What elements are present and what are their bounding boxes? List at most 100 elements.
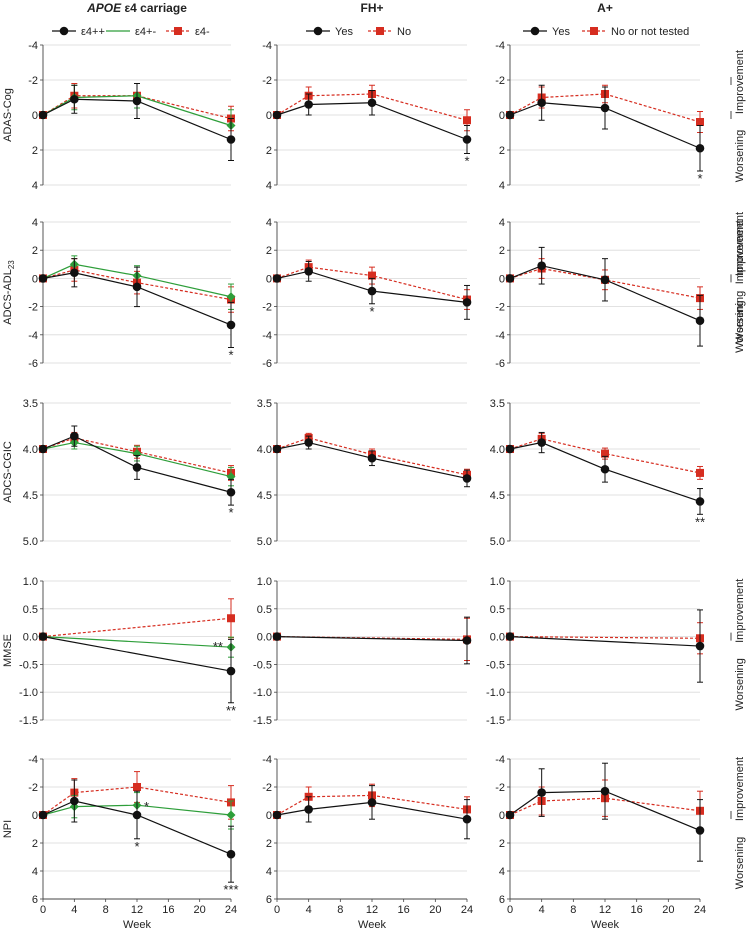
data-point xyxy=(304,438,313,447)
legend-marker xyxy=(376,27,384,35)
data-point xyxy=(367,453,377,463)
y-axis-label: NPI xyxy=(2,820,14,838)
significance-label: * xyxy=(464,154,469,169)
x-tick-label: 16 xyxy=(398,904,410,916)
legend-marker xyxy=(590,27,598,35)
y-tick-label: -4 xyxy=(28,330,38,342)
data-point xyxy=(505,274,515,283)
y-tick-label: -6 xyxy=(495,358,505,370)
chart-panel: -1.5 -1.0 -0.5 0.0 0.5 1.0 xyxy=(486,576,705,727)
legend-label: ε4- xyxy=(195,26,210,38)
column-title-text: FH+ xyxy=(360,1,383,15)
data-point xyxy=(600,786,610,796)
x-tick-label: 0 xyxy=(507,904,513,916)
data-point xyxy=(601,449,609,458)
series: ** xyxy=(505,431,705,529)
y-tick-label: -1.5 xyxy=(486,715,505,727)
series-line xyxy=(42,636,232,672)
data-point xyxy=(537,98,546,108)
series: * xyxy=(38,258,236,362)
data-point xyxy=(537,261,546,271)
y-tick-label: 6 xyxy=(266,894,272,906)
significance-label: ** xyxy=(213,639,223,654)
x-tick-label: 20 xyxy=(194,904,206,916)
chart-panel: 3.5 4.0 4.5 5.0 * xyxy=(23,398,236,548)
data-point xyxy=(132,96,142,106)
y-tick-label: 3.5 xyxy=(490,398,505,410)
data-point xyxy=(695,641,705,651)
x-tick-label: 8 xyxy=(103,904,109,916)
data-point xyxy=(462,135,472,144)
data-point xyxy=(695,143,705,153)
data-point xyxy=(463,116,471,125)
y-tick-label: 4 xyxy=(266,866,272,878)
series-line xyxy=(42,98,232,141)
data-point xyxy=(304,267,313,276)
y-tick-label: -2 xyxy=(495,782,505,794)
y-tick-label: 4.5 xyxy=(257,490,272,502)
chart-panel: 3.5 4.0 4.5 5.0 xyxy=(257,398,472,548)
x-tick-label: 24 xyxy=(694,904,706,916)
series: * xyxy=(272,90,472,169)
series xyxy=(505,246,705,347)
y-tick-label: -1.0 xyxy=(253,687,272,699)
y-tick-label: 0 xyxy=(499,810,505,822)
y-tick-label: -2 xyxy=(28,302,38,314)
data-point xyxy=(505,632,515,641)
legend-entry: Yes xyxy=(306,26,353,38)
data-point xyxy=(226,487,236,497)
chart-panel: 3.5 4.0 4.5 5.0 ** xyxy=(490,398,705,548)
y-tick-label: 4 xyxy=(32,866,38,878)
y-axis-label-text: MMSE xyxy=(2,634,14,667)
legend-marker xyxy=(59,26,69,36)
x-tick-label: 24 xyxy=(225,904,237,916)
data-point xyxy=(272,632,282,641)
series-line xyxy=(509,797,701,816)
data-point xyxy=(537,788,546,797)
side-label-worsening: Worsening xyxy=(734,301,746,353)
column-title-text: ε4 carriage xyxy=(121,1,187,15)
data-point xyxy=(226,472,236,482)
y-axis-label-text: ADCS-ADL xyxy=(2,269,14,325)
y-tick-label: -4 xyxy=(262,754,272,766)
y-tick-label: -4 xyxy=(495,754,505,766)
series-line xyxy=(42,804,232,816)
y-tick-label: -0.5 xyxy=(486,659,505,671)
data-point xyxy=(367,798,377,807)
series: * xyxy=(505,84,705,186)
data-point xyxy=(132,282,142,292)
legend-label: No xyxy=(397,26,411,38)
series xyxy=(505,762,705,862)
legend-entry: ε4- xyxy=(166,26,210,38)
y-tick-label: 2 xyxy=(266,245,272,257)
y-tick-label: 0.0 xyxy=(23,632,38,644)
data-point xyxy=(70,268,79,278)
y-tick-label: 0.5 xyxy=(490,604,505,616)
data-point xyxy=(133,783,141,791)
legend-marker xyxy=(530,26,540,36)
x-tick-label: 12 xyxy=(366,904,378,916)
y-tick-label: 2 xyxy=(266,145,272,157)
y-tick-label: 4 xyxy=(266,217,272,229)
y-tick-label: -4 xyxy=(495,330,505,342)
series: **** xyxy=(38,779,239,897)
data-point xyxy=(132,463,142,472)
y-tick-label: 2 xyxy=(499,145,505,157)
y-tick-label: 0 xyxy=(266,110,272,122)
significance-label: *** xyxy=(223,882,238,897)
chart-panel: -4 -2 0 2 4 xyxy=(28,40,236,192)
y-tick-label: 2 xyxy=(32,838,38,850)
data-point xyxy=(38,274,48,283)
column-title: A+ xyxy=(597,1,613,15)
series-line xyxy=(509,790,701,831)
y-tick-label: 1.0 xyxy=(23,576,38,588)
y-tick-label: -1.5 xyxy=(253,715,272,727)
side-labels: Improvement Worsening Improvement Worsening… xyxy=(730,50,746,889)
y-tick-label: -1.0 xyxy=(19,687,38,699)
legends: ε4++ ε4+- ε4- Yes No Yes No or not tested xyxy=(52,26,689,38)
series-line xyxy=(276,266,468,301)
y-tick-label: 6 xyxy=(32,894,38,906)
y-tick-label: 4.0 xyxy=(490,444,505,456)
y-tick-label: 4 xyxy=(32,217,38,229)
side-label-worsening: Worsening xyxy=(734,658,746,710)
